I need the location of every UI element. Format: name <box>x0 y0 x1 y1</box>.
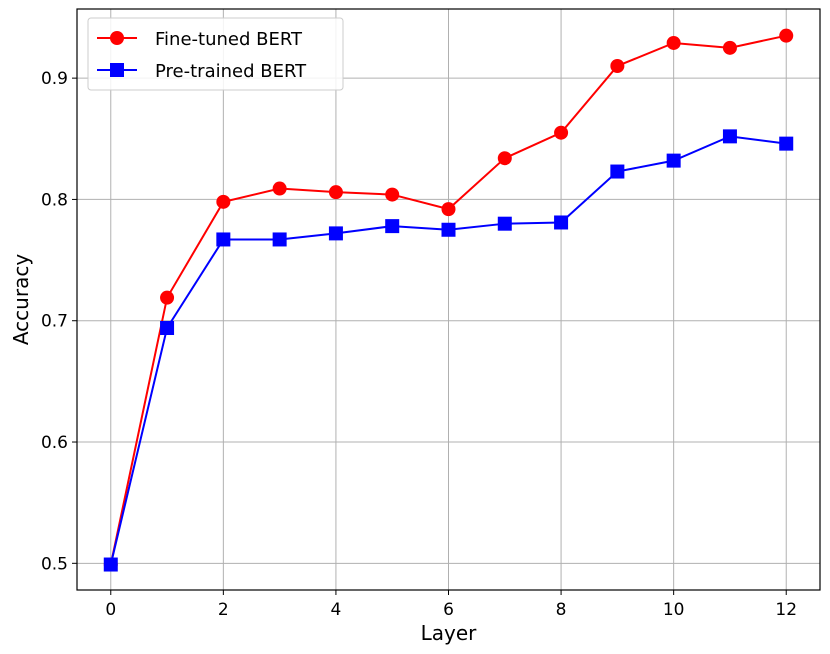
y-tick-label: 0.9 <box>41 69 68 89</box>
legend-label: Pre-trained BERT <box>155 61 307 82</box>
data-point-square <box>610 164 625 179</box>
x-tick-label: 8 <box>556 600 567 620</box>
axis-ticks: 0 2 4 6 8 10 12 0.5 0.6 0.7 0.8 0.9 <box>41 69 797 620</box>
data-point-circle <box>554 125 569 140</box>
legend-marker <box>110 63 124 77</box>
data-point-circle <box>216 194 231 209</box>
legend-item: Pre-trained BERT <box>97 61 307 82</box>
legend-item: Fine-tuned BERT <box>97 29 303 50</box>
y-axis-label: Accuracy <box>9 254 33 345</box>
data-point-square <box>666 153 681 168</box>
grid-lines <box>77 9 820 590</box>
plot-series <box>103 28 794 572</box>
data-point-circle <box>666 35 681 50</box>
data-point-square <box>103 557 118 572</box>
data-point-circle <box>497 151 512 166</box>
legend-box <box>87 17 344 91</box>
data-point-square <box>441 222 456 237</box>
data-point-square <box>216 232 231 247</box>
data-point-square <box>779 136 794 151</box>
series-pre-trained-bert <box>103 129 794 572</box>
data-point-square <box>160 321 175 336</box>
x-tick-label: 0 <box>105 600 116 620</box>
legend: Fine-tuned BERT Pre-trained BERT <box>87 17 344 91</box>
data-point-square <box>722 129 737 144</box>
data-point-circle <box>272 181 287 196</box>
y-tick-label: 0.7 <box>41 312 68 332</box>
data-point-circle <box>610 59 625 74</box>
data-point-square <box>554 215 569 230</box>
y-tick-label: 0.6 <box>41 433 68 453</box>
x-tick-label: 10 <box>663 600 685 620</box>
data-point-circle <box>160 290 175 305</box>
x-tick-label: 4 <box>331 600 342 620</box>
legend-label: Fine-tuned BERT <box>155 29 303 50</box>
x-axis-label: Layer <box>421 621 478 645</box>
y-tick-label: 0.5 <box>41 554 68 574</box>
legend-marker <box>110 31 124 45</box>
data-point-circle <box>779 28 794 43</box>
x-tick-label: 12 <box>775 600 797 620</box>
x-tick-label: 2 <box>218 600 229 620</box>
y-tick-label: 0.8 <box>41 190 68 210</box>
data-point-square <box>272 232 287 247</box>
data-point-square <box>385 219 400 234</box>
data-point-square <box>328 226 343 241</box>
data-point-circle <box>385 187 400 202</box>
data-point-circle <box>722 40 737 55</box>
data-point-circle <box>441 202 456 217</box>
data-point-circle <box>328 185 343 200</box>
data-point-square <box>497 216 512 231</box>
x-tick-label: 6 <box>443 600 454 620</box>
